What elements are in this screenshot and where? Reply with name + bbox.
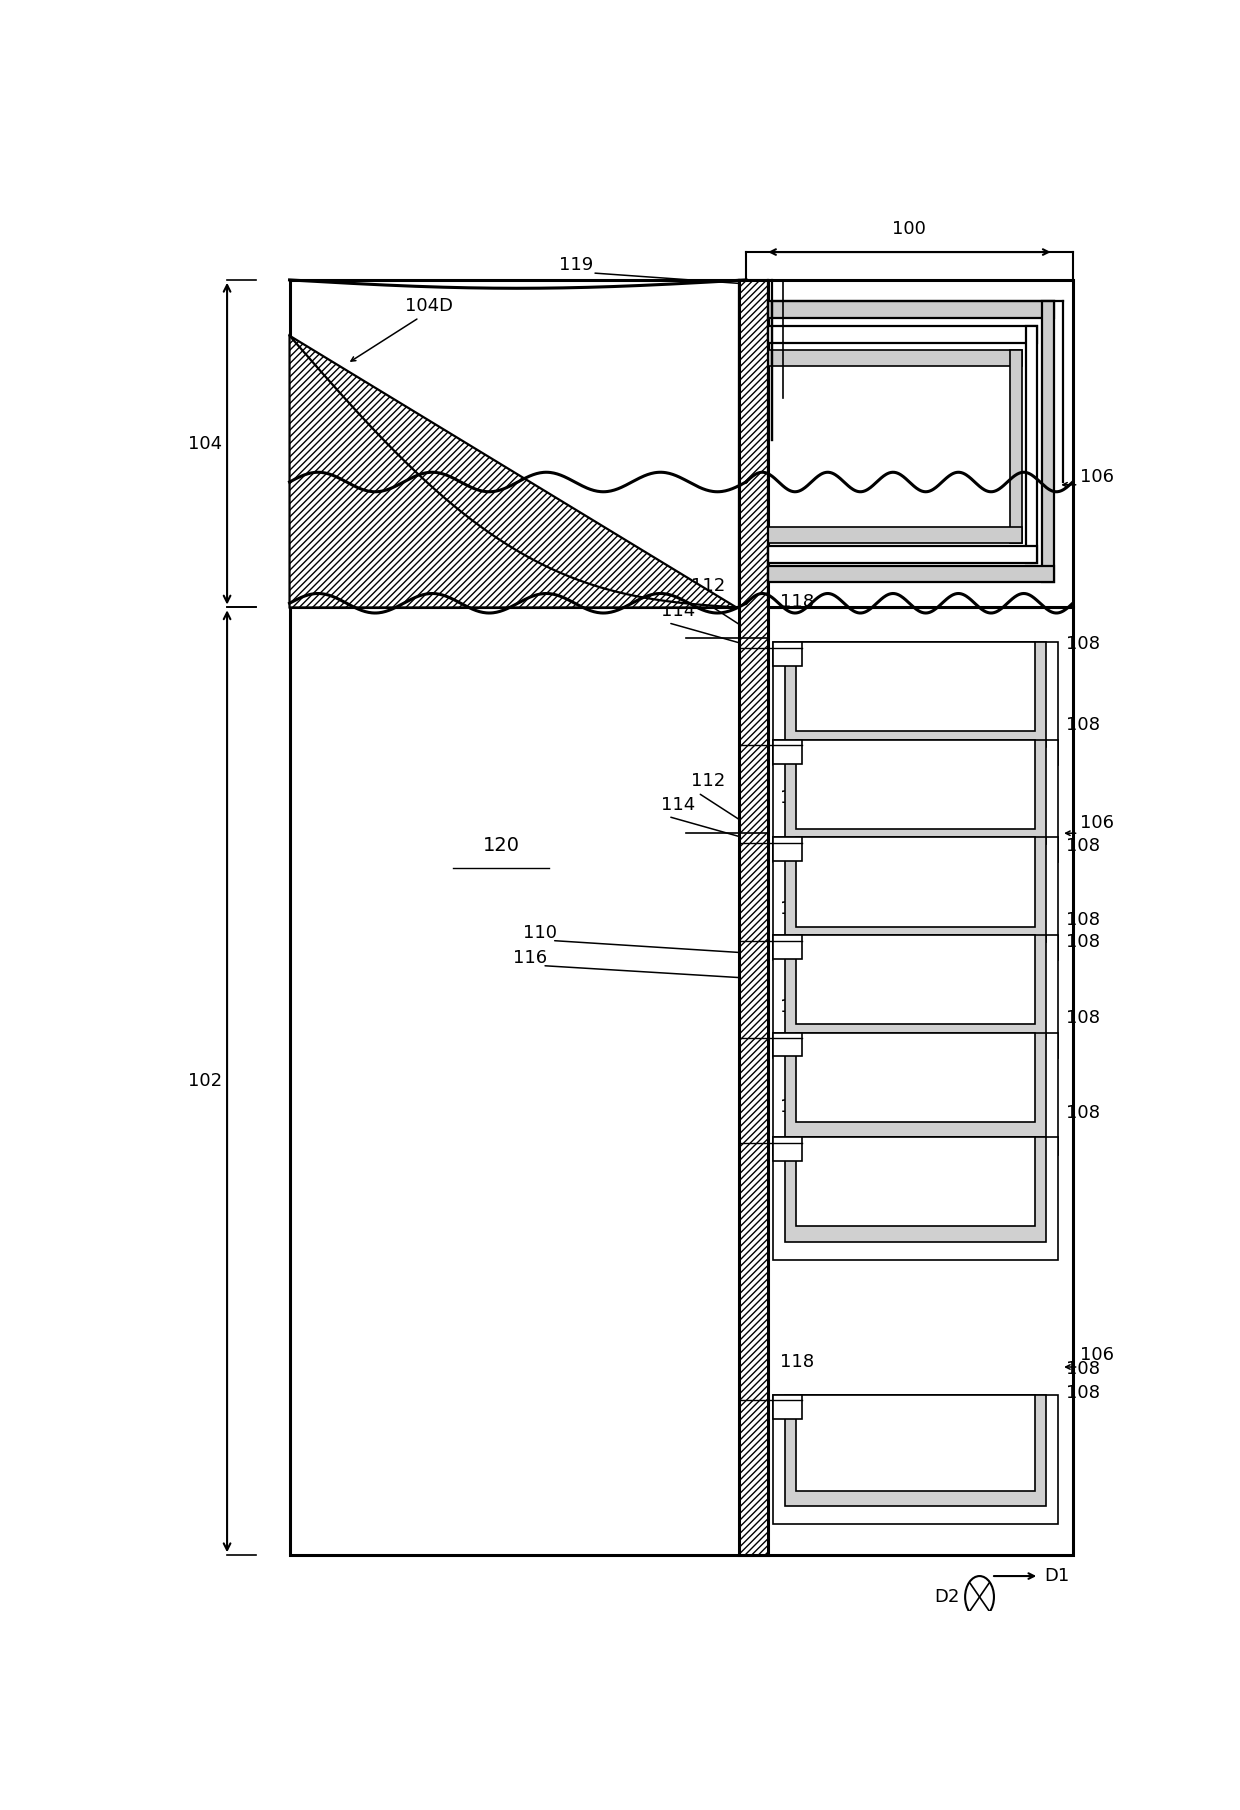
Bar [773, 740, 1058, 863]
Text: 108: 108 [1066, 910, 1100, 929]
Bar [785, 1137, 1045, 1242]
Text: D2: D2 [934, 1587, 960, 1605]
Text: 118: 118 [780, 789, 813, 807]
Bar [1011, 349, 1022, 543]
Text: 104: 104 [188, 434, 222, 452]
Text: 118: 118 [780, 1099, 813, 1117]
Text: 108: 108 [1066, 635, 1100, 653]
Bar [1042, 300, 1054, 583]
Bar [796, 1032, 1035, 1122]
Bar [768, 326, 1037, 342]
Bar [785, 936, 1045, 1039]
Text: 104D: 104D [405, 297, 453, 315]
Text: 108: 108 [1066, 934, 1100, 952]
Text: 114: 114 [661, 601, 696, 619]
Text: 118: 118 [780, 1354, 813, 1370]
Bar [796, 740, 1035, 829]
Bar [773, 936, 802, 959]
Text: 106: 106 [1080, 1347, 1115, 1365]
Bar [1025, 326, 1037, 563]
Text: 106: 106 [1080, 814, 1115, 831]
Bar [796, 643, 1035, 731]
Bar [773, 1137, 1058, 1260]
Bar [773, 1396, 802, 1419]
Bar [768, 300, 1054, 317]
Text: 108: 108 [1066, 838, 1100, 856]
Bar [773, 1137, 802, 1160]
Text: 106: 106 [1080, 469, 1115, 487]
Bar [773, 1032, 802, 1057]
Bar [290, 281, 746, 608]
Bar [785, 643, 1045, 748]
Text: 118: 118 [780, 997, 813, 1015]
Text: D1: D1 [1044, 1567, 1069, 1586]
Polygon shape [290, 335, 737, 608]
Bar [746, 281, 1073, 608]
Text: 108: 108 [1066, 1359, 1100, 1377]
Text: 108: 108 [1066, 1008, 1100, 1026]
Bar [768, 349, 1022, 366]
Bar [796, 936, 1035, 1024]
Text: 112: 112 [691, 577, 725, 595]
Text: 108: 108 [1066, 1104, 1100, 1122]
Text: 120: 120 [482, 836, 520, 856]
Bar [768, 565, 1054, 583]
Bar [773, 1396, 1058, 1524]
Bar [773, 936, 1058, 1057]
Text: 116: 116 [513, 948, 547, 967]
Text: 102: 102 [188, 1072, 222, 1090]
Bar [768, 547, 1037, 563]
Text: 110: 110 [523, 923, 557, 941]
Bar [785, 1396, 1045, 1506]
Bar [785, 838, 1045, 941]
Text: 108: 108 [1066, 1383, 1100, 1401]
Text: 119: 119 [559, 257, 593, 273]
Bar [773, 643, 802, 666]
Text: 108: 108 [1066, 717, 1100, 735]
Bar [796, 1137, 1035, 1225]
Bar [773, 740, 802, 764]
Text: 118: 118 [780, 594, 813, 612]
Bar [773, 643, 1058, 766]
Bar [773, 1032, 1058, 1155]
Bar [739, 281, 768, 1555]
Bar [773, 838, 802, 862]
Text: 114: 114 [661, 796, 696, 813]
Bar [785, 740, 1045, 843]
Text: 100: 100 [893, 221, 926, 239]
Bar [785, 1032, 1045, 1137]
Text: 118: 118 [780, 900, 813, 918]
Bar [796, 838, 1035, 927]
Bar [796, 1396, 1035, 1491]
Bar [290, 608, 1073, 1555]
Bar [768, 527, 1022, 543]
Bar [773, 838, 1058, 959]
Text: 112: 112 [691, 771, 725, 789]
